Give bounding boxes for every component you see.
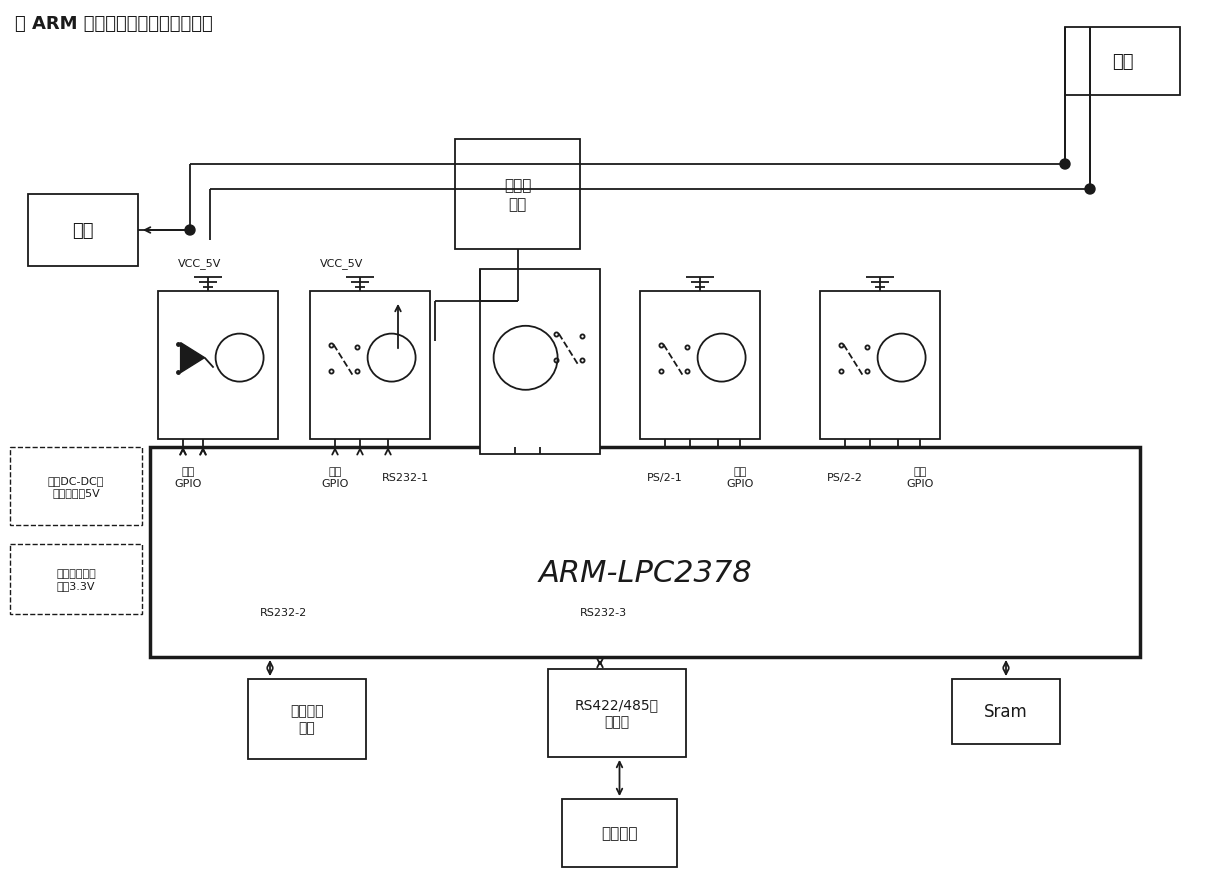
Bar [561,799,678,867]
Text: 控制
GPIO: 控制 GPIO [322,467,348,488]
Text: VCC_5V: VCC_5V [178,258,221,269]
Bar [159,292,278,439]
Text: 以 ARM 为主控芯片，组合串两接口: 以 ARM 为主控芯片，组合串两接口 [15,15,213,33]
Text: 远程设备: 远程设备 [601,825,638,840]
Text: ARM-LPC2378: ARM-LPC2378 [538,559,751,588]
Bar [150,447,1140,657]
Bar [10,545,142,614]
Bar [548,669,686,757]
Circle shape [1085,185,1095,195]
Text: RS232-3: RS232-3 [580,607,627,617]
Text: PS/2-2: PS/2-2 [828,473,863,482]
Bar [640,292,760,439]
Text: 调试备用
串口: 调试备用 串口 [290,703,324,735]
Text: 鼠标: 鼠标 [73,222,93,239]
Bar [820,292,940,439]
Text: 线性电源转换
芯片3.3V: 线性电源转换 芯片3.3V [56,568,96,590]
Circle shape [185,225,195,236]
Text: VCC_5V: VCC_5V [319,258,363,269]
Text: 键盘: 键盘 [1112,53,1134,71]
Text: 控制
GPIO: 控制 GPIO [726,467,754,488]
Bar [455,139,580,250]
Circle shape [1060,160,1070,170]
Text: 隔离DC-DC电
源转换模块5V: 隔离DC-DC电 源转换模块5V [48,475,104,497]
Text: RS232-2: RS232-2 [260,607,307,617]
Text: RS232-1: RS232-1 [381,473,428,482]
Text: 控制
GPIO: 控制 GPIO [174,467,202,488]
Text: 计算机
主机: 计算机 主机 [503,178,531,211]
Text: PS/2-1: PS/2-1 [647,473,682,482]
Text: RS422/485接
口芯片: RS422/485接 口芯片 [575,697,659,729]
Bar [1065,28,1180,96]
Bar [10,447,142,525]
Bar [480,270,600,454]
Bar [952,679,1060,745]
Bar [28,195,138,267]
Text: 控制
GPIO: 控制 GPIO [906,467,934,488]
Text: Sram: Sram [984,702,1027,721]
Bar [248,679,365,759]
Bar [310,292,430,439]
Polygon shape [180,343,204,374]
